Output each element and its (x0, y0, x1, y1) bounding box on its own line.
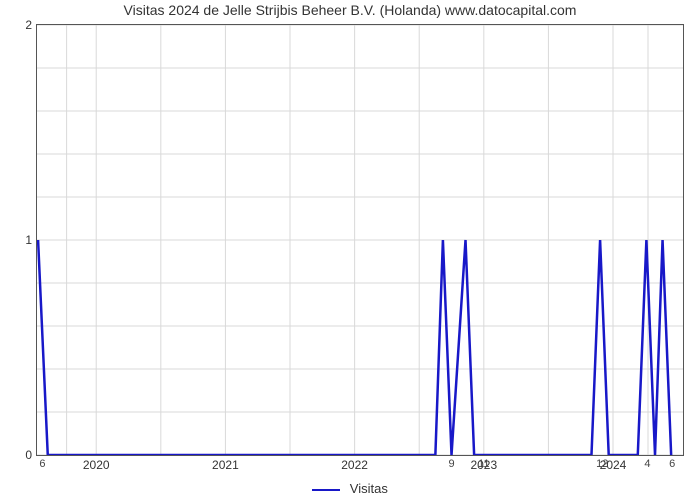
y-tick-label: 1 (4, 233, 32, 247)
chart-title: Visitas 2024 de Jelle Strijbis Beheer B.… (0, 2, 700, 18)
x-month-label: 6 (669, 458, 675, 470)
x-month-label: 11 (478, 458, 489, 470)
x-month-label: 4 (644, 458, 650, 470)
legend-swatch (312, 489, 340, 491)
x-month-label: 6 (39, 458, 45, 470)
x-year-label: 2020 (83, 458, 110, 472)
chart-svg (37, 25, 683, 455)
legend-label: Visitas (350, 481, 388, 496)
legend: Visitas (0, 481, 700, 496)
y-tick-label: 0 (4, 448, 32, 462)
chart-container: Visitas 2024 de Jelle Strijbis Beheer B.… (0, 0, 700, 500)
y-tick-label: 2 (4, 18, 32, 32)
x-month-label: 12 (596, 458, 608, 470)
x-month-label: 9 (448, 458, 454, 470)
x-year-label: 2022 (341, 458, 368, 472)
plot-area (36, 24, 684, 456)
x-year-label: 2021 (212, 458, 239, 472)
